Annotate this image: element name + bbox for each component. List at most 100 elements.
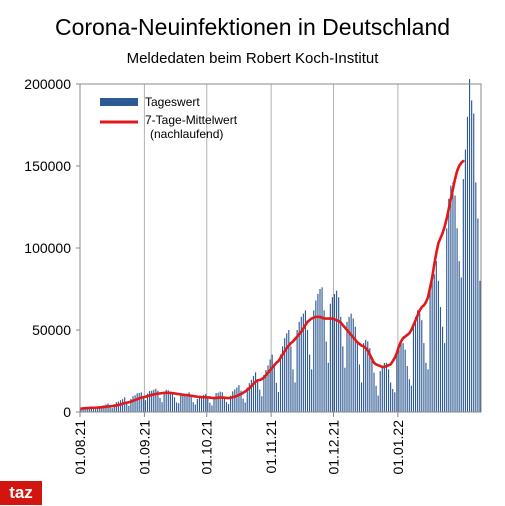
y-tick-label: 200000 — [24, 76, 71, 92]
bar-tageswert — [379, 371, 381, 412]
bar-tageswert — [267, 365, 269, 412]
bar-tageswert — [119, 400, 122, 412]
bar-tageswert — [479, 280, 481, 412]
bar-tageswert — [99, 406, 101, 412]
bar-tageswert — [113, 404, 115, 412]
bar-tageswert — [184, 394, 186, 412]
bar-tageswert — [167, 390, 169, 412]
bar-tageswert — [402, 343, 404, 412]
bar-tageswert — [246, 387, 248, 412]
bar-tageswert — [242, 398, 244, 412]
bar-tageswert — [390, 382, 392, 412]
bar-tageswert — [155, 388, 157, 412]
bar-tageswert — [398, 346, 400, 412]
bar-tageswert — [115, 402, 117, 412]
bar-tageswert — [296, 330, 298, 412]
x-axis-ticks: 01.08.21 01.09.21 01.10.21 01.11.21 01.12.21… — [72, 412, 406, 475]
bar-tageswert — [385, 362, 388, 412]
bar-tageswert — [248, 383, 250, 412]
bar-tageswert — [425, 362, 427, 412]
x-tick-label: 01.12.21 — [325, 420, 341, 475]
bar-tageswert — [244, 402, 246, 412]
bar-tageswert — [396, 352, 398, 412]
legend-swatch-tageswert — [100, 98, 138, 106]
bar-tageswert — [354, 326, 356, 412]
bar-tageswert — [138, 392, 140, 412]
bar-tageswert — [225, 402, 228, 412]
legend-label-tageswert: Tageswert — [145, 95, 200, 109]
bar-tageswert — [209, 402, 211, 412]
bar-tageswert — [408, 379, 410, 412]
bar-tageswert — [352, 318, 354, 412]
bar-tageswert — [161, 402, 163, 412]
y-tick-label: 50000 — [32, 322, 71, 338]
bar-tageswert — [257, 379, 259, 412]
y-tick-label: 150000 — [24, 158, 71, 174]
bar-tageswert — [469, 79, 471, 412]
bar-tageswert — [234, 389, 236, 412]
bar-tageswert — [454, 195, 456, 412]
bar-tageswert — [387, 369, 390, 412]
bar-tageswert — [294, 382, 296, 412]
bar-tageswert — [475, 182, 477, 412]
bar-tageswert — [441, 326, 444, 412]
x-tick-label: 01.08.21 — [72, 420, 88, 475]
bar-tageswert — [340, 316, 342, 412]
bar-tageswert — [265, 370, 267, 412]
gridlines — [79, 84, 399, 412]
bar-tageswert — [165, 389, 167, 412]
bar-tageswert — [232, 391, 234, 412]
bar-tageswert — [144, 400, 147, 412]
bar-tageswert — [452, 182, 454, 412]
bar-tageswert — [140, 392, 142, 412]
bar-tageswert — [313, 310, 315, 412]
bar-tageswert — [111, 408, 113, 412]
bar-tageswert — [142, 397, 144, 412]
bar-tageswert — [126, 402, 128, 412]
bar-tageswert — [311, 369, 313, 412]
bar-tageswert — [176, 402, 178, 412]
bar-tageswert — [263, 374, 265, 412]
bar-tageswert — [298, 321, 300, 412]
bar-tageswert — [360, 382, 363, 412]
bar-tageswert — [252, 375, 255, 412]
bar-tageswert — [323, 310, 325, 412]
bar-tageswert — [373, 372, 375, 412]
bar-tageswert — [304, 310, 306, 412]
bar-tageswert — [130, 398, 132, 412]
x-tick-label: 01.10.21 — [199, 420, 215, 475]
bar-tageswert — [358, 364, 361, 412]
bar-tageswert — [315, 300, 317, 412]
bar-tageswert — [153, 389, 155, 412]
bar-tageswert — [255, 372, 257, 412]
bar-tageswert — [273, 366, 275, 412]
x-tick-label: 01.01.22 — [390, 420, 406, 475]
bar-tageswert — [128, 405, 130, 412]
bar-tageswert — [448, 198, 450, 412]
bar-tageswert — [173, 397, 176, 412]
bar-tageswert — [421, 320, 423, 412]
bar-tageswert — [84, 407, 86, 412]
bar-tageswert — [80, 408, 82, 412]
bar-tageswert — [198, 396, 201, 412]
bar-tageswert — [429, 284, 431, 412]
bar-tageswert — [431, 280, 433, 412]
bar-tageswert — [458, 261, 460, 412]
bar-tageswert — [325, 341, 327, 412]
bar-tageswert — [275, 382, 277, 412]
bar-tageswert — [321, 287, 323, 412]
bar-tageswert — [317, 293, 319, 412]
bar-tageswert — [149, 391, 151, 412]
bar-tageswert — [151, 390, 153, 412]
bar-tageswert — [336, 290, 338, 412]
bar-tageswert — [450, 185, 452, 412]
bar-tageswert — [342, 346, 344, 412]
bar-tageswert — [261, 396, 263, 412]
bar-tageswert — [437, 280, 439, 412]
bar-tageswert — [250, 379, 252, 412]
bar-tageswert — [377, 395, 379, 412]
bar-tageswert — [419, 313, 421, 412]
bar-tageswert — [331, 297, 334, 412]
bar-tageswert — [286, 333, 288, 412]
taz-logo: taz — [0, 481, 42, 505]
